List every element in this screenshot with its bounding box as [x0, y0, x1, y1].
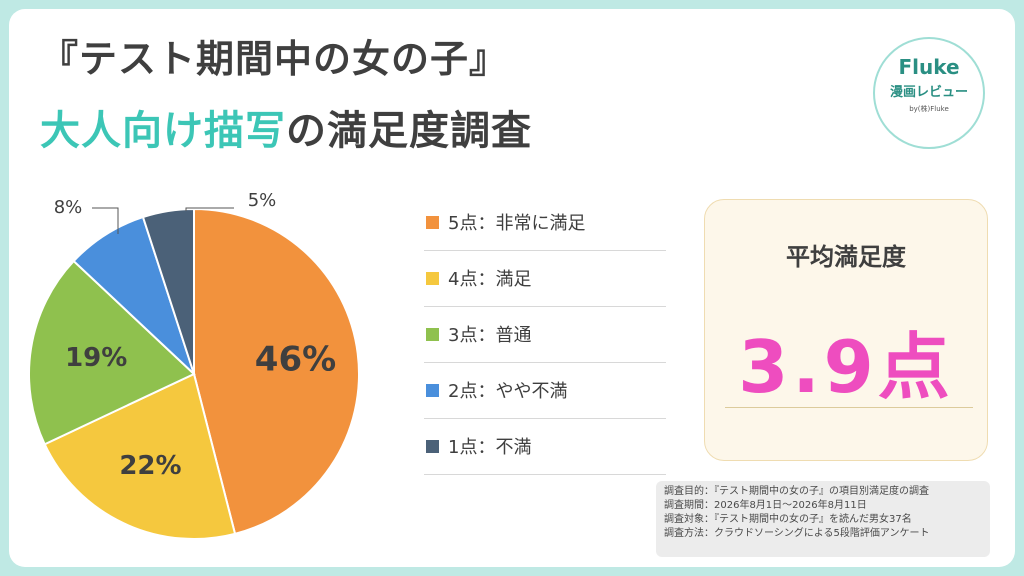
pie-slice — [193, 207, 360, 536]
pie-data-label: 5% — [248, 190, 277, 211]
survey-purpose: 調査目的：『テスト期間中の女の子』の項目別満足度の調査 — [664, 486, 929, 497]
average-label: 平均満足度 — [786, 243, 906, 271]
survey-period: 調査期間：2026年8月1日～2026年8月11日 — [664, 500, 867, 511]
pie-data-label: 19% — [65, 343, 127, 373]
logo-name: Fluke — [898, 55, 960, 79]
legend-item: 4点：満足 — [424, 251, 666, 307]
legend-label: 3点：普通 — [448, 325, 532, 346]
pie-data-label: 46% — [255, 340, 336, 380]
survey-method: 調査方法：クラウドソーシングによる5段階評価アンケート — [664, 528, 930, 539]
average-value: 3.9点 — [738, 325, 954, 409]
page-title: 『テスト期間中の女の子』 — [40, 37, 509, 81]
pie-slice — [28, 259, 196, 446]
logo-byline: by(株)Fluke — [909, 105, 949, 113]
chart-legend: 5点：非常に満足 4点：満足 3点：普通 2点：やや不満 1点：不満 — [424, 195, 666, 475]
subtitle-highlight: 大人向け描写 — [40, 108, 286, 154]
survey-info: 調査目的：『テスト期間中の女の子』の項目別満足度の調査 調査期間：2026年8月… — [656, 481, 990, 557]
page-subtitle: 大人向け描写の満足度調査 — [40, 98, 532, 156]
legend-item: 1点：不満 — [424, 419, 666, 475]
brand-logo: Fluke 漫画レビュー by(株)Fluke — [873, 37, 985, 149]
legend-swatch — [426, 384, 439, 397]
legend-swatch — [426, 328, 439, 341]
legend-item: 3点：普通 — [424, 307, 666, 363]
average-underline — [725, 407, 973, 408]
legend-item: 2点：やや不満 — [424, 363, 666, 419]
pie-slice — [141, 207, 195, 375]
legend-label: 5点：非常に満足 — [448, 213, 586, 234]
average-satisfaction-box: 平均満足度 3.9点 — [704, 199, 988, 461]
legend-swatch — [426, 216, 439, 229]
legend-swatch — [426, 440, 439, 453]
legend-swatch — [426, 272, 439, 285]
pie-slice — [43, 372, 237, 540]
pie-leader-line — [185, 207, 234, 211]
pie-leader-line — [92, 207, 119, 234]
logo-subtitle: 漫画レビュー — [889, 85, 968, 100]
survey-target: 調査対象：『テスト期間中の女の子』を読んだ男女37名 — [664, 514, 912, 525]
legend-label: 1点：不満 — [448, 437, 532, 458]
legend-label: 2点：やや不満 — [448, 381, 568, 402]
pie-data-label: 22% — [119, 451, 181, 481]
legend-item: 5点：非常に満足 — [424, 195, 666, 251]
pie-data-label: 8% — [54, 197, 83, 218]
legend-label: 4点：満足 — [448, 269, 532, 290]
subtitle-rest: の満足度調査 — [286, 108, 532, 154]
